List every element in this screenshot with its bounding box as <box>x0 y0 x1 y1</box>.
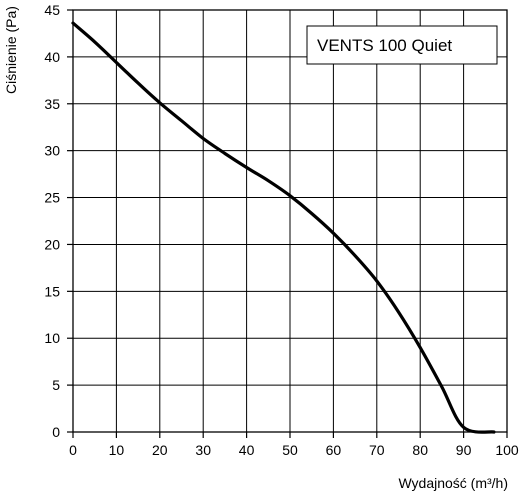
tick-labels: 0 10 20 30 40 50 60 70 80 90 100 0 5 10 15 20 25 30 35 40 45 <box>44 2 518 458</box>
legend: VENTS 100 Quiet <box>306 25 498 65</box>
series-layer <box>71 21 496 434</box>
x-tick-label: 100 <box>495 442 519 458</box>
y-tick-label: 5 <box>52 377 60 393</box>
x-tick-label: 20 <box>152 442 168 458</box>
x-tick-label: 30 <box>195 442 211 458</box>
x-tick-label: 60 <box>326 442 342 458</box>
y-tick-label: 40 <box>44 49 60 65</box>
x-tick-label: 50 <box>282 442 298 458</box>
grid-lines <box>72 9 508 433</box>
plot-area-border <box>72 9 508 433</box>
y-tick-label: 45 <box>44 2 60 18</box>
plot-frame <box>67 9 508 438</box>
x-tick-label: 40 <box>239 442 255 458</box>
y-tick-label: 30 <box>44 143 60 159</box>
x-tick-label: 10 <box>109 442 125 458</box>
y-tick-label: 10 <box>44 330 60 346</box>
y-tick-label: 35 <box>44 96 60 112</box>
y-tick-label: 25 <box>44 190 60 206</box>
x-axis-label: Wydajność (m³/h) <box>398 475 508 491</box>
x-tick-label: 80 <box>412 442 428 458</box>
x-tick-label: 0 <box>69 442 77 458</box>
y-axis-label: Ciśnienie (Pa) <box>3 6 19 94</box>
y-tick-label: 15 <box>44 283 60 299</box>
x-tick-label: 90 <box>456 442 472 458</box>
x-tick-label: 70 <box>369 442 385 458</box>
y-tick-label: 20 <box>44 236 60 252</box>
series-line-0 <box>71 21 496 434</box>
y-tick-label: 0 <box>52 424 60 440</box>
legend-label: VENTS 100 Quiet <box>317 36 452 55</box>
legend-box <box>306 25 498 65</box>
